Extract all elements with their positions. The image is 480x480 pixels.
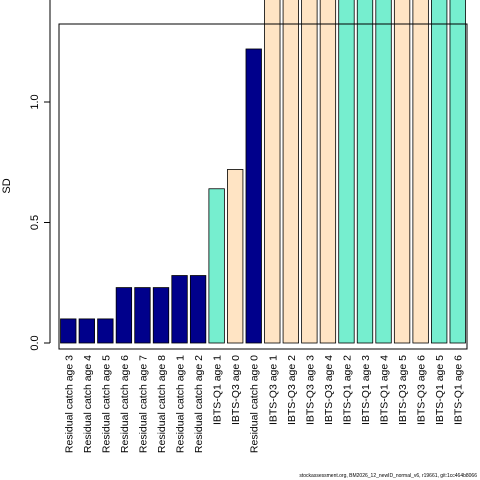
x-tick-label-17: IBTS-Q1 age 3 xyxy=(360,355,372,425)
x-tick-label-10: IBTS-Q3 age 0 xyxy=(230,355,242,425)
plot-frame xyxy=(58,23,468,350)
y-tick-label-3: 1.0 xyxy=(29,94,41,109)
bar-10 xyxy=(227,169,244,344)
x-tick-label-3: Residual catch age 5 xyxy=(100,355,112,453)
bar-4 xyxy=(115,287,133,344)
bar-22 xyxy=(449,0,466,344)
x-tick-label-7: Residual catch age 1 xyxy=(175,355,187,453)
x-axis-labels: Residual catch age 3 Residual catch age 4… xyxy=(63,355,464,453)
bar-3 xyxy=(97,318,114,344)
y-axis: 0.00.51.01.52.02.5 xyxy=(29,0,51,351)
x-tick-label-21: IBTS-Q1 age 5 xyxy=(434,355,446,425)
x-tick-label-13: IBTS-Q3 age 2 xyxy=(286,355,298,425)
bar-18 xyxy=(375,0,392,344)
x-tick-label-11: Residual catch age 0 xyxy=(249,355,261,453)
bars-group xyxy=(60,0,466,344)
x-tick-label-15: IBTS-Q3 age 4 xyxy=(323,355,335,425)
y-axis-title: SD xyxy=(1,178,13,193)
x-tick-label-20: IBTS-Q3 age 6 xyxy=(416,355,428,425)
bar-5 xyxy=(134,287,151,344)
bar-2 xyxy=(78,318,95,344)
bar-1 xyxy=(60,318,77,344)
x-tick-label-16: IBTS-Q1 age 2 xyxy=(341,355,353,425)
x-tick-label-5: Residual catch age 7 xyxy=(137,355,149,453)
x-tick-label-18: IBTS-Q1 age 4 xyxy=(379,355,391,425)
x-tick-label-22: IBTS-Q1 age 6 xyxy=(453,355,465,425)
y-tick-label-2: 0.5 xyxy=(29,215,41,230)
bar-21 xyxy=(431,0,448,344)
bar-12 xyxy=(264,0,281,344)
bar-6 xyxy=(152,287,170,344)
bar-13 xyxy=(282,0,299,344)
bar-8 xyxy=(189,275,207,344)
bar-15 xyxy=(319,0,337,344)
x-tick-label-14: IBTS-Q3 age 3 xyxy=(304,355,316,425)
x-tick-label-1: Residual catch age 3 xyxy=(63,355,75,453)
footer-text: stockassessment.org, BM2026_12_newID_nor… xyxy=(299,473,477,479)
bar-9 xyxy=(208,188,225,344)
x-tick-label-6: Residual catch age 8 xyxy=(156,355,168,453)
bar-17 xyxy=(356,0,374,344)
y-tick-label-1: 0.0 xyxy=(29,335,41,350)
x-tick-label-2: Residual catch age 4 xyxy=(82,355,94,453)
x-tick-label-9: IBTS-Q1 age 1 xyxy=(212,355,224,425)
bar-14 xyxy=(301,0,318,344)
bar-7 xyxy=(171,275,188,344)
bar-11 xyxy=(245,48,262,344)
bar-20 xyxy=(412,0,429,344)
x-tick-label-12: IBTS-Q3 age 1 xyxy=(267,355,279,425)
x-tick-label-19: IBTS-Q3 age 5 xyxy=(397,355,409,425)
x-tick-label-4: Residual catch age 6 xyxy=(119,355,131,453)
bar-19 xyxy=(393,0,411,344)
x-tick-label-8: Residual catch age 2 xyxy=(193,355,205,453)
bar-16 xyxy=(338,0,355,344)
